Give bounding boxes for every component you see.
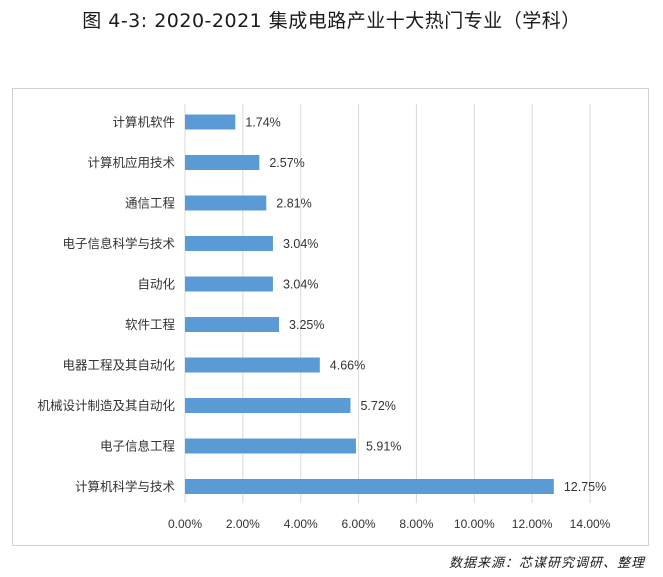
bar [185, 276, 273, 292]
data-label: 3.04% [283, 237, 318, 251]
bars [185, 114, 554, 494]
category-label: 软件工程 [125, 317, 176, 332]
bar [185, 438, 356, 454]
bar [185, 357, 320, 373]
labels: 0.00% 2.00% 4.00% 6.00% 8.00% 10.00% 12.00% 14.… [37, 115, 610, 532]
bar [185, 479, 554, 494]
x-tick-label: 0.00% [168, 517, 202, 531]
category-label: 计算机软件 [112, 115, 175, 130]
gridlines [184, 104, 591, 503]
bar [185, 236, 273, 251]
x-tick-label: 12.00% [512, 517, 553, 531]
data-label: 3.25% [289, 318, 324, 332]
data-label: 5.91% [366, 440, 401, 454]
x-tick-label: 2.00% [226, 517, 260, 531]
x-tick-label: 4.00% [284, 517, 318, 531]
category-label: 自动化 [137, 277, 175, 292]
category-label: 电器工程及其自动化 [62, 358, 175, 373]
category-label: 机械设计制造及其自动化 [37, 398, 175, 413]
x-tick-label: 6.00% [342, 517, 376, 531]
data-label: 3.04% [283, 278, 318, 292]
chart-frame [12, 88, 649, 546]
bar [185, 114, 236, 130]
bar [185, 195, 267, 211]
category-label: 计算机应用技术 [87, 155, 175, 170]
data-source-note: 数据来源：芯谋研究调研、整理 [448, 556, 645, 571]
category-label: 电子信息工程 [100, 439, 176, 454]
category-label: 通信工程 [125, 196, 176, 211]
data-label: 12.75% [564, 480, 606, 494]
data-label: 2.57% [269, 156, 304, 170]
data-label: 1.74% [245, 116, 280, 130]
x-tick-label: 10.00% [454, 517, 495, 531]
bar [185, 155, 260, 170]
data-label: 2.81% [276, 197, 311, 211]
chart-title: 图 4-3: 2020-2021 集成电路产业十大热门专业（学科） [82, 10, 581, 32]
bar [185, 317, 280, 332]
category-label: 电子信息科学与技术 [62, 236, 175, 251]
bar [185, 398, 351, 413]
x-tick-label: 14.00% [570, 517, 611, 531]
x-tick-label: 8.00% [399, 517, 433, 531]
data-label: 4.66% [330, 359, 365, 373]
category-label: 计算机科学与技术 [75, 479, 176, 494]
data-label: 5.72% [360, 399, 395, 413]
